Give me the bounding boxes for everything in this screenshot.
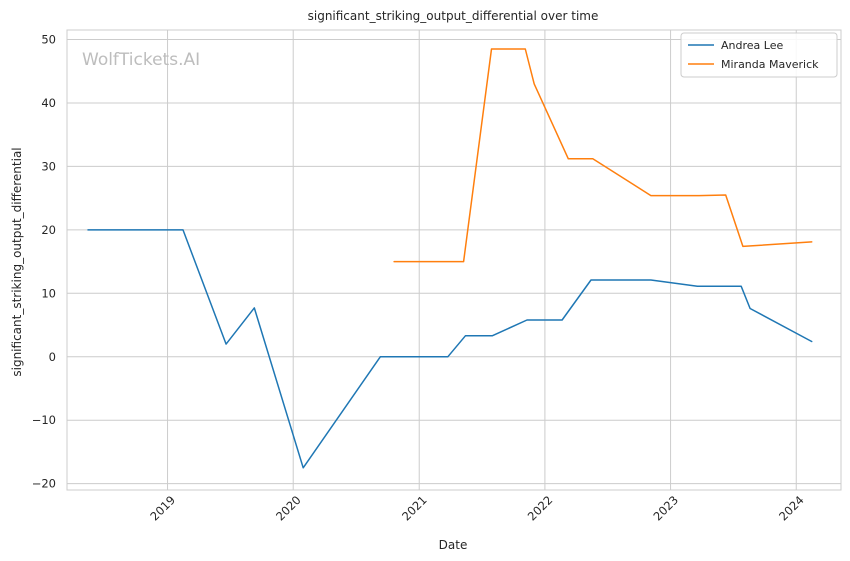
x-axis-ticks: 2019 2020 2021 2022 2023 2024 xyxy=(147,493,806,524)
y-tick-label: 40 xyxy=(41,96,56,110)
y-tick-label: −20 xyxy=(32,477,56,491)
legend-label-miranda-maverick: Miranda Maverick xyxy=(721,58,819,71)
chart-title: significant_striking_output_differential… xyxy=(308,9,599,23)
legend-box xyxy=(680,32,838,78)
watermark: WolfTickets.AI xyxy=(82,50,200,70)
x-tick-label: 2022 xyxy=(525,493,556,524)
legend-label-andrea-lee: Andrea Lee xyxy=(721,39,783,52)
series-lines xyxy=(87,48,813,469)
x-tick-label: 2021 xyxy=(399,493,430,524)
y-axis-label: significant_striking_output_differential xyxy=(10,147,24,376)
x-tick-label: 2020 xyxy=(273,493,304,524)
series-line-andrea-lee xyxy=(87,229,813,469)
x-tick-label: 2019 xyxy=(147,493,178,524)
y-axis-ticks: 50 40 30 20 10 0 −10 −20 xyxy=(32,33,56,491)
y-tick-label: 0 xyxy=(49,350,56,364)
x-tick-label: 2023 xyxy=(650,493,681,524)
y-tick-label: −10 xyxy=(32,413,56,427)
legend: Andrea Lee Miranda Maverick xyxy=(680,32,838,78)
y-tick-label: 20 xyxy=(41,223,56,237)
x-axis-label: Date xyxy=(439,538,468,552)
series-line-miranda-maverick xyxy=(393,48,813,263)
y-tick-label: 30 xyxy=(41,159,56,173)
grid xyxy=(67,30,841,490)
x-tick-label: 2024 xyxy=(776,493,807,524)
y-tick-label: 10 xyxy=(41,286,56,300)
y-tick-label: 50 xyxy=(41,33,56,47)
plot-frame xyxy=(66,29,842,491)
